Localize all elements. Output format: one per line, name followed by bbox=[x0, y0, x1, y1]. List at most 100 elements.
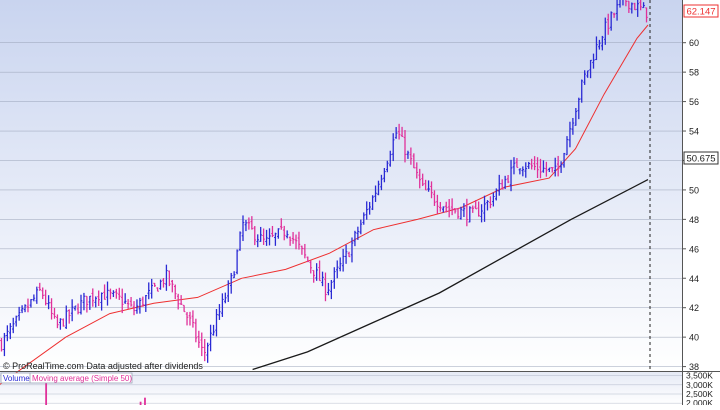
ohlc-bar bbox=[103, 284, 106, 300]
ohlc-bar bbox=[500, 179, 504, 190]
ohlc-bar bbox=[497, 174, 501, 196]
moving-average-lines bbox=[0, 24, 649, 385]
ohlc-bar bbox=[153, 282, 156, 287]
ohlc-bar bbox=[592, 53, 595, 69]
ohlc-bar bbox=[106, 281, 109, 306]
ohlc-bar bbox=[182, 304, 186, 313]
ohlc-bar bbox=[6, 325, 9, 342]
ohlc-bar bbox=[344, 244, 348, 264]
ohlc-bar bbox=[542, 160, 545, 173]
ohlc-bar bbox=[282, 225, 286, 241]
ohlc-bar bbox=[47, 295, 50, 310]
ohlc-bar bbox=[206, 342, 209, 363]
price-tick-label: 46 bbox=[689, 244, 699, 254]
ohlc-bar bbox=[368, 201, 371, 215]
ohlc-bar bbox=[556, 155, 560, 177]
ohlc-bar bbox=[212, 324, 215, 336]
ohlc-bar bbox=[603, 17, 607, 45]
ohlc-bar bbox=[265, 229, 268, 246]
ohlc-bar bbox=[492, 192, 495, 207]
ohlc-bar bbox=[262, 228, 265, 245]
ohlc-bar bbox=[380, 174, 383, 191]
ohlc-bar bbox=[383, 168, 386, 183]
ohlc-bar bbox=[388, 150, 392, 167]
ohlc-bar bbox=[115, 288, 118, 299]
ohlc-bar bbox=[188, 311, 192, 326]
ohlc-bar bbox=[123, 293, 127, 304]
ohlc-bar bbox=[203, 338, 207, 362]
ohlc-bar bbox=[453, 208, 457, 214]
ohlc-bar bbox=[159, 279, 162, 290]
ohlc-bar bbox=[489, 196, 492, 209]
ohlc-bar bbox=[465, 198, 469, 227]
price-tick-label: 42 bbox=[689, 303, 699, 313]
ohlc-bar bbox=[586, 70, 589, 78]
ohlc-bar bbox=[291, 232, 295, 244]
ohlc-bar bbox=[333, 267, 336, 289]
price-tick-label: 56 bbox=[689, 97, 699, 107]
ohlc-bar bbox=[259, 226, 262, 242]
ohlc-bar bbox=[521, 166, 525, 177]
ohlc-bar bbox=[506, 175, 510, 184]
ohlc-bar bbox=[117, 287, 121, 300]
ohlc-bar bbox=[179, 295, 183, 305]
volume-bar bbox=[139, 401, 142, 405]
ohlc-bar bbox=[606, 13, 610, 35]
ohlc-bar bbox=[327, 282, 330, 296]
watermark: © ProRealTime.com Data adjusted after di… bbox=[3, 361, 203, 371]
ohlc-bar bbox=[156, 287, 159, 292]
ohlc-bar bbox=[274, 232, 277, 246]
ohlc-bar bbox=[56, 314, 59, 329]
ohlc-bar bbox=[85, 295, 89, 313]
ohlc-bar bbox=[374, 185, 377, 202]
ohlc-bar bbox=[94, 296, 98, 308]
ma200-badge-text: 50.675 bbox=[686, 154, 715, 165]
ohlc-bar bbox=[527, 161, 531, 169]
ohlc-bar bbox=[70, 299, 74, 322]
ohlc-bar bbox=[312, 269, 315, 283]
ohlc-bar bbox=[173, 284, 177, 300]
ohlc-bar bbox=[129, 297, 133, 307]
ohlc-bar bbox=[562, 152, 566, 168]
ohlc-bar bbox=[536, 157, 539, 179]
ohlc-bar bbox=[503, 175, 507, 190]
volume-bar bbox=[144, 397, 146, 405]
volume-legend: Volume Moving average (Simple 50) bbox=[0, 372, 133, 384]
ohlc-bar bbox=[433, 190, 436, 206]
ohlc-bar bbox=[253, 226, 257, 246]
ohlc-bar bbox=[518, 168, 522, 175]
ohlc-bar bbox=[394, 127, 398, 139]
ohlc-bar bbox=[250, 216, 254, 230]
ohlc-bar bbox=[595, 36, 598, 61]
ohlc-bar bbox=[9, 323, 12, 340]
ohlc-bar bbox=[3, 332, 6, 357]
price-tick-label: 40 bbox=[689, 333, 699, 343]
ohlc-bar bbox=[630, 2, 634, 14]
ohlc-bar bbox=[353, 230, 357, 247]
ohlc-bar bbox=[598, 39, 601, 50]
price-axis-background bbox=[682, 0, 720, 371]
ohlc-bar bbox=[645, 7, 648, 23]
ohlc-bar bbox=[224, 292, 227, 304]
ohlc-bar bbox=[38, 282, 42, 291]
ohlc-bar bbox=[318, 260, 321, 282]
ohlc-bar bbox=[17, 306, 21, 321]
price-tick-label: 38 bbox=[689, 362, 699, 372]
ohlc-bar bbox=[126, 299, 130, 309]
ohlc-bar bbox=[120, 288, 124, 314]
ohlc-bar bbox=[132, 301, 136, 316]
ohlc-bars bbox=[0, 0, 648, 363]
ohlc-bar bbox=[135, 299, 139, 314]
ohlc-bar bbox=[456, 208, 460, 219]
ohlc-bar bbox=[436, 194, 439, 214]
ohlc-bar bbox=[226, 280, 230, 302]
ohlc-bar bbox=[424, 179, 427, 191]
ohlc-bar bbox=[397, 123, 401, 140]
ohlc-bar bbox=[162, 278, 165, 288]
ohlc-bar bbox=[14, 315, 18, 327]
ohlc-bar bbox=[67, 309, 71, 324]
ohlc-bar bbox=[11, 317, 15, 334]
long-moving-average-line bbox=[252, 179, 649, 371]
ohlc-bar bbox=[109, 288, 112, 300]
